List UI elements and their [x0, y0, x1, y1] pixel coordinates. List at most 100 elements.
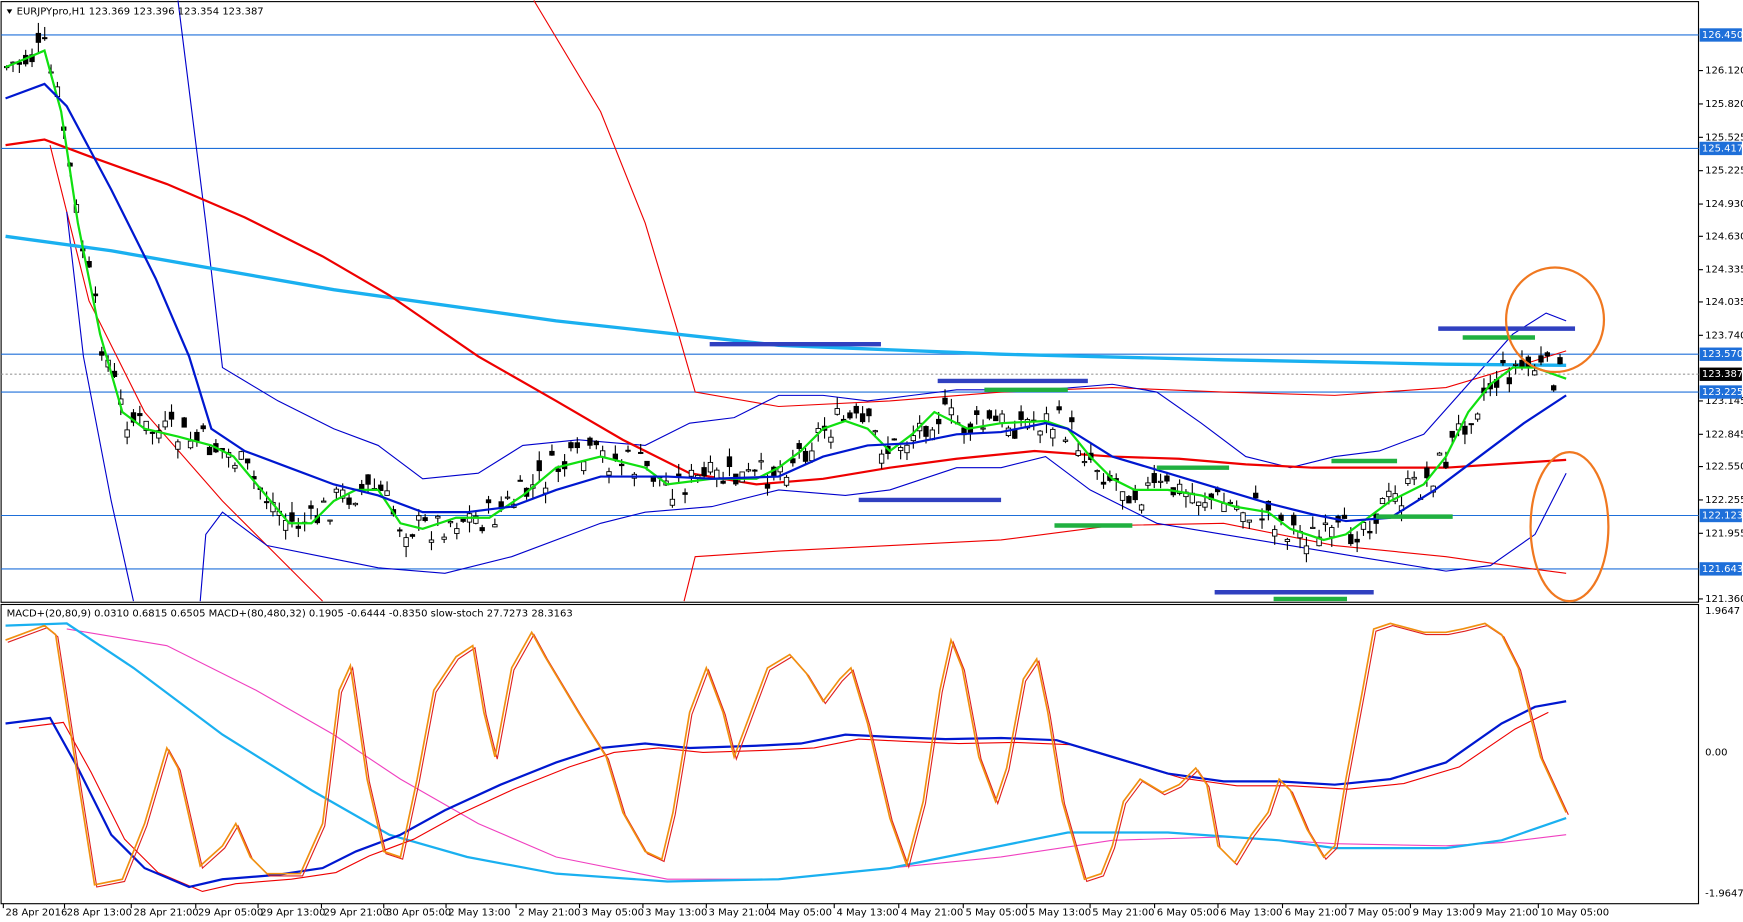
candle-body — [707, 461, 714, 473]
time-label: 29 Apr 13:00 — [260, 908, 325, 919]
level-label-bg — [1699, 562, 1742, 576]
price-tick-label: 121.360 — [1705, 594, 1743, 605]
candle-body — [181, 417, 187, 428]
candle-body — [428, 539, 435, 543]
candle-body — [504, 496, 511, 499]
candle-body — [403, 537, 409, 548]
candle-body — [1316, 536, 1322, 547]
candle-body — [1544, 352, 1551, 357]
fast-ma — [5, 49, 1567, 542]
candle-body — [1138, 504, 1145, 511]
candle-body — [42, 37, 48, 40]
candle-body — [1341, 514, 1348, 519]
candle-body — [1436, 452, 1443, 456]
indicator-panel — [0, 603, 1700, 905]
candle-body — [682, 492, 688, 495]
candle-body — [999, 413, 1005, 424]
symbol-info: EURJPYpro,H1 123.369 123.396 123.354 123… — [17, 7, 264, 18]
candle-body — [1018, 411, 1024, 420]
menu-arrow[interactable] — [6, 9, 13, 14]
candle-body — [752, 469, 758, 472]
candle-body — [1284, 538, 1291, 542]
macd-slow — [5, 622, 1567, 883]
candle-body — [897, 447, 904, 452]
candle-body — [137, 413, 143, 417]
price-tick-label: 122.255 — [1705, 495, 1743, 506]
candle-body — [669, 498, 676, 506]
upper-band — [177, 0, 1567, 480]
candle-body — [853, 405, 859, 414]
candle-body — [555, 468, 561, 472]
candle-body — [549, 450, 555, 456]
current-price-bg — [1699, 367, 1742, 381]
lower-envelope-left — [49, 144, 323, 602]
candle-body — [650, 477, 657, 482]
level-label: 123.570 — [1702, 349, 1743, 360]
lower-band-left — [66, 211, 135, 602]
candle-body — [1176, 483, 1183, 494]
candle-body — [1538, 355, 1544, 363]
candle-body — [187, 440, 194, 449]
level-label-bg — [1699, 28, 1742, 42]
time-label: 2 May 21:00 — [518, 908, 580, 919]
candle-body — [974, 410, 980, 416]
candle-body — [1202, 502, 1208, 508]
candle-body — [441, 536, 447, 540]
candle-body — [1424, 467, 1430, 479]
candle-body — [1557, 357, 1563, 365]
candle-body — [92, 293, 99, 297]
candle-body — [143, 420, 149, 431]
candle-body — [1145, 482, 1151, 486]
mid-ma — [5, 138, 1567, 486]
candle-body — [1075, 450, 1081, 456]
candle-body — [416, 515, 422, 521]
candle-body — [1012, 429, 1018, 439]
candle-body — [1151, 473, 1157, 484]
candle-body — [878, 453, 885, 464]
candle-body — [834, 408, 840, 415]
time-label: 9 May 13:00 — [1413, 908, 1475, 919]
time-label: 5 May 21:00 — [1092, 908, 1154, 919]
candle-body — [1551, 385, 1557, 391]
time-label: 28 Apr 13:00 — [67, 908, 132, 919]
candle-body — [200, 425, 206, 430]
candle-body — [124, 429, 130, 438]
time-label: 4 May 05:00 — [770, 908, 832, 919]
candle-body — [1449, 430, 1455, 438]
candle-body — [1157, 480, 1164, 483]
candle-body — [764, 483, 771, 489]
candle-body — [1405, 478, 1411, 484]
candle-body — [346, 497, 352, 505]
candle-body — [1246, 519, 1253, 523]
candle-body — [1132, 489, 1138, 501]
candle-body — [1462, 425, 1468, 435]
level-label-bg — [1699, 508, 1742, 523]
candle-body — [435, 515, 441, 519]
candle-body — [263, 501, 270, 504]
candle-body — [352, 502, 359, 506]
candle-body — [1379, 498, 1386, 505]
level-label-bg — [1699, 347, 1742, 361]
candle-body — [891, 438, 897, 441]
candle-body — [1354, 538, 1360, 543]
candle-body — [638, 451, 644, 454]
candle-body — [948, 407, 955, 416]
candle-body — [1474, 413, 1481, 420]
candle-body — [244, 458, 251, 464]
time-label: 6 May 13:00 — [1220, 908, 1282, 919]
current-price: 123.387 — [1702, 369, 1743, 380]
candle-body — [701, 467, 707, 477]
candle-body — [619, 463, 625, 467]
candle-body — [340, 489, 346, 499]
price-tick-label: 123.145 — [1705, 396, 1743, 407]
candle-body — [1322, 522, 1329, 526]
candle-body — [321, 500, 327, 503]
candle-body — [168, 411, 175, 420]
candle-body — [1253, 492, 1259, 499]
candle-body — [790, 458, 796, 464]
candle-body — [238, 451, 244, 460]
candle-body — [149, 431, 156, 434]
time-label: 4 May 13:00 — [836, 908, 898, 919]
candle-body — [980, 427, 986, 430]
time-label: 28 Apr 2016 — [6, 908, 68, 919]
